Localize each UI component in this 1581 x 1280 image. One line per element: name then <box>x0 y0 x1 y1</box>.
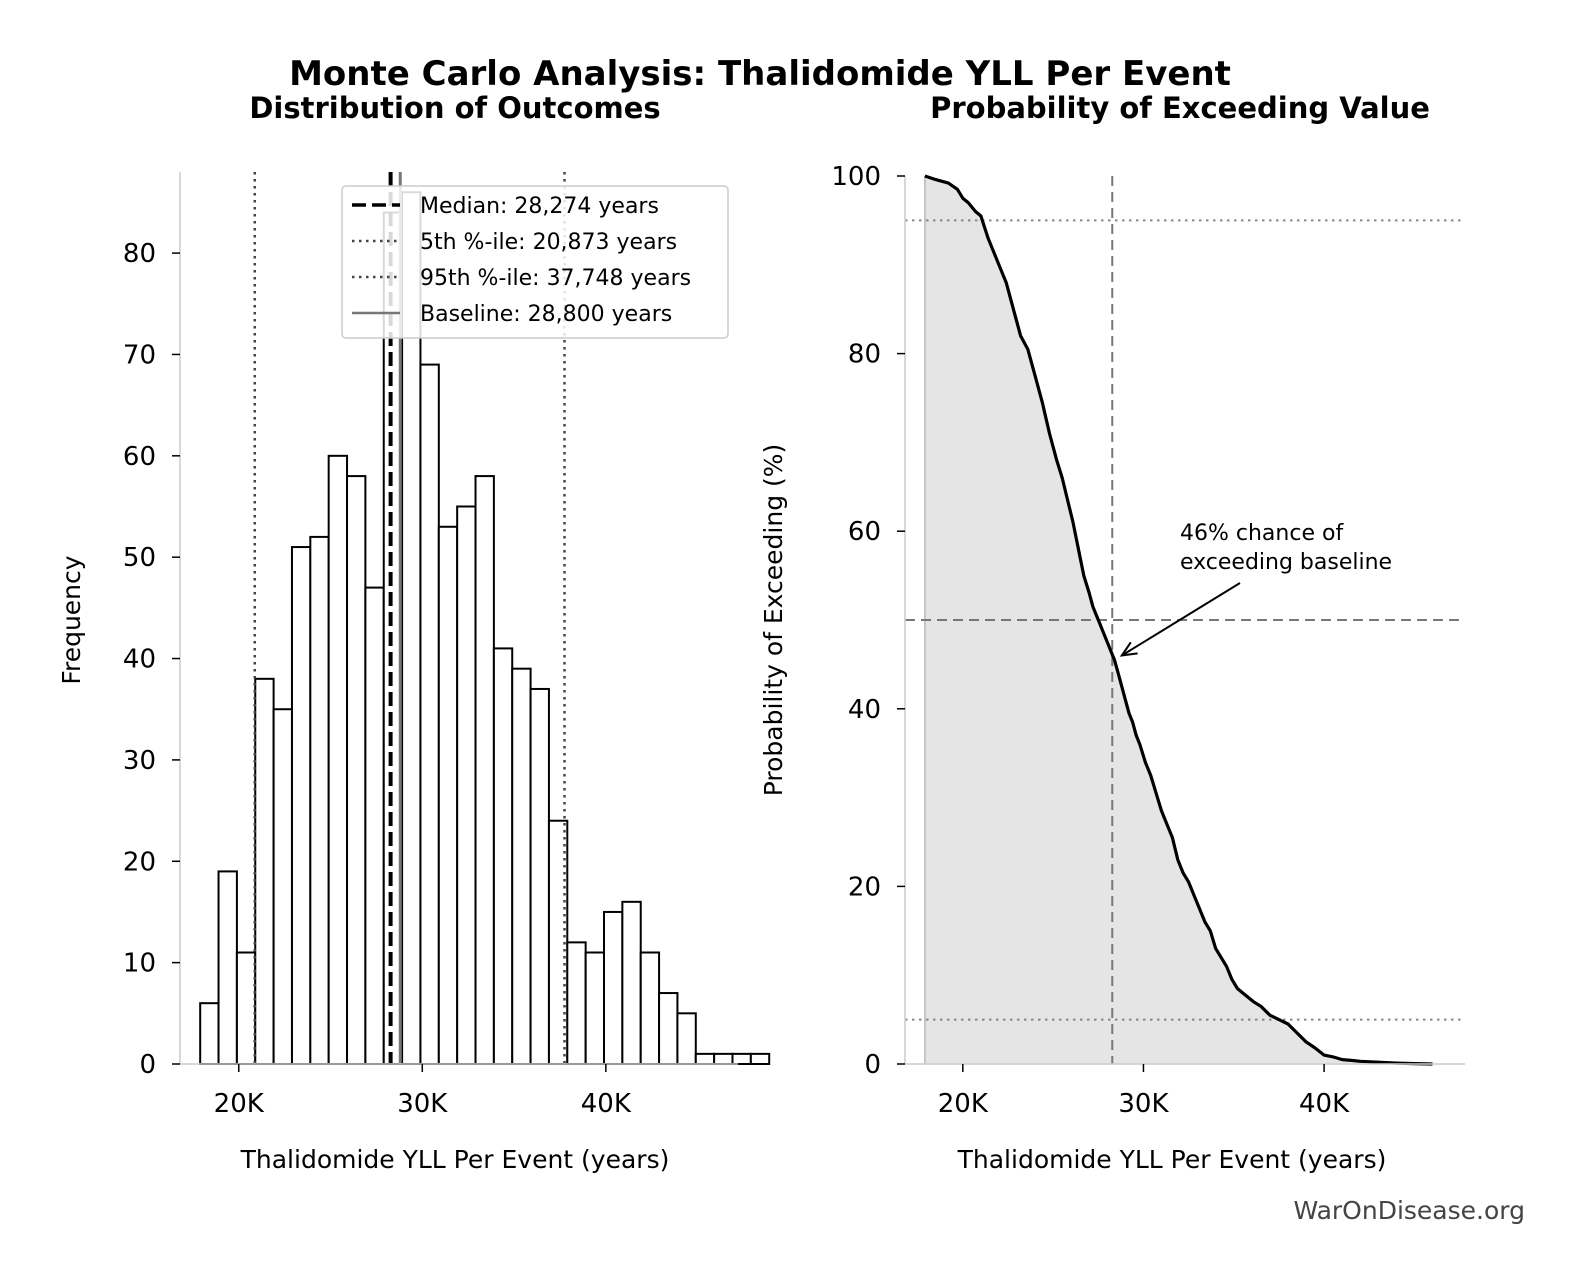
y-tick-label: 80 <box>123 239 156 269</box>
legend-baseline-label: Baseline: 28,800 years <box>420 302 672 327</box>
histogram-bar <box>199 1002 220 1066</box>
x-tick-label: 20K <box>214 1089 265 1119</box>
y-tick-label: 40 <box>848 695 881 725</box>
exceedance-panel: Probability of Exceeding Value 0 20 40 60 80… <box>759 91 1465 1174</box>
histogram-bar <box>529 687 550 1065</box>
exceedance-x-ticks: 20K 30K 40K <box>938 1064 1350 1119</box>
y-tick-label: 60 <box>848 517 881 547</box>
exceedance-y-ticks: 0 20 40 60 80 100 <box>831 162 905 1080</box>
x-tick-label: 40K <box>1299 1089 1350 1119</box>
exceedance-y-label: Probability of Exceeding (%) <box>759 444 788 797</box>
y-tick-label: 0 <box>139 1050 156 1080</box>
exceedance-reference-lines <box>905 176 1465 1064</box>
histogram-y-label: Frequency <box>57 555 86 684</box>
histogram-bar <box>694 1052 716 1066</box>
legend-median-label: Median: 28,274 years <box>420 194 659 219</box>
y-tick-label: 40 <box>123 645 156 675</box>
histogram-bar <box>713 1052 734 1066</box>
histogram-legend: Median: 28,274 years 5th %-ile: 20,873 y… <box>341 185 729 339</box>
annotation-line-2: exceeding baseline <box>1180 550 1392 575</box>
histogram-bar <box>419 363 440 1066</box>
exceedance-x-label: Thalidomide YLL Per Event (years) <box>957 1145 1387 1174</box>
exceedance-annotation: 46% chance of exceeding baseline <box>1119 521 1392 657</box>
y-tick-label: 80 <box>848 340 881 370</box>
histogram-bar <box>639 951 661 1065</box>
legend-p5-label: 5th %-ile: 20,873 years <box>420 230 677 255</box>
histogram-bar <box>217 870 238 1066</box>
legend-box <box>341 185 729 339</box>
histogram-y-ticks: 0 10 20 30 40 50 60 70 80 <box>123 239 180 1080</box>
histogram-bar <box>235 951 257 1065</box>
histogram-panel: Distribution of Outcomes 0 10 20 30 40 50 60 70… <box>57 91 771 1174</box>
histogram-bar <box>309 535 330 1065</box>
histogram-bar <box>437 525 459 1065</box>
annotation-arrowhead <box>1119 641 1138 657</box>
histogram-bar <box>327 454 349 1065</box>
histogram-bar <box>658 992 679 1066</box>
histogram-bar <box>749 1052 771 1066</box>
histogram-bar <box>603 910 624 1065</box>
histogram-x-label: Thalidomide YLL Per Event (years) <box>240 1145 670 1174</box>
histogram-bar <box>492 647 514 1066</box>
x-tick-label: 40K <box>581 1089 632 1119</box>
histogram-x-ticks: 20K 30K 40K <box>214 1064 632 1119</box>
histogram-bar <box>364 586 385 1065</box>
x-tick-label: 30K <box>1118 1089 1169 1119</box>
histogram-title: Distribution of Outcomes <box>249 91 660 125</box>
exceedance-title: Probability of Exceeding Value <box>930 91 1430 125</box>
histogram-bar <box>290 546 312 1065</box>
histogram-bar <box>456 505 477 1065</box>
y-tick-label: 20 <box>123 847 156 877</box>
histogram-bar <box>474 475 495 1066</box>
y-tick-label: 100 <box>831 162 881 192</box>
histogram-bar <box>731 1052 752 1066</box>
histogram-bar <box>676 1012 697 1065</box>
y-tick-label: 60 <box>123 442 156 472</box>
exceedance-curve <box>924 174 1433 1066</box>
histogram-bar <box>621 900 642 1065</box>
annotation-arrow <box>1121 582 1241 657</box>
y-tick-label: 50 <box>123 543 156 573</box>
legend-p95-label: 95th %-ile: 37,748 years <box>420 266 691 291</box>
x-tick-label: 30K <box>397 1089 448 1119</box>
histogram-bar <box>511 667 532 1065</box>
histogram-bar <box>254 677 275 1065</box>
y-tick-label: 70 <box>123 340 156 370</box>
x-tick-label: 20K <box>938 1089 989 1119</box>
histogram-bar <box>272 708 293 1066</box>
y-tick-label: 10 <box>123 949 156 979</box>
histogram-bar <box>584 951 606 1065</box>
y-tick-label: 30 <box>123 746 156 776</box>
y-tick-label: 0 <box>864 1050 881 1080</box>
histogram-bar <box>346 475 367 1066</box>
watermark: WarOnDisease.org <box>1293 1196 1525 1225</box>
annotation-line-1: 46% chance of <box>1180 521 1344 546</box>
histogram-bar <box>566 941 587 1066</box>
exceedance-area <box>924 176 1433 1064</box>
y-tick-label: 20 <box>848 872 881 902</box>
figure-title: Monte Carlo Analysis: Thalidomide YLL Pe… <box>289 54 1231 94</box>
